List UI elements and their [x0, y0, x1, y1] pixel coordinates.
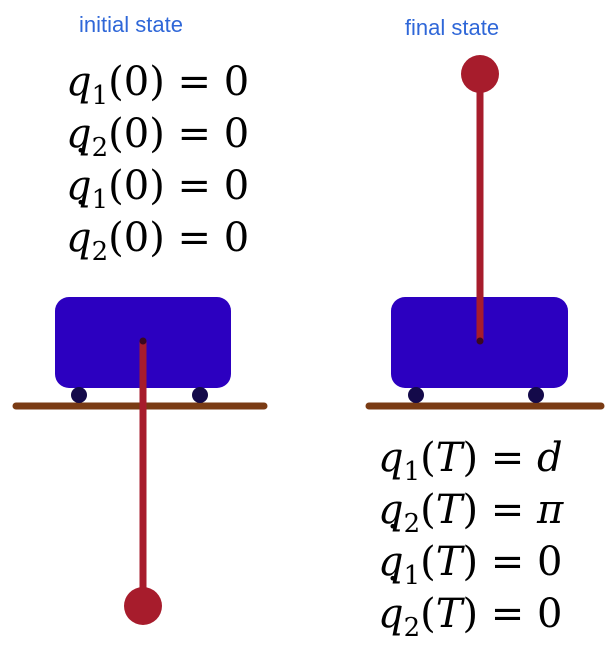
final-left-wheel: [408, 387, 424, 403]
equation-line: q ˙ 2(T) = 0: [378, 571, 563, 643]
equation-subscript: 2: [403, 613, 421, 643]
equation-value: 0: [223, 215, 250, 261]
equation-line: q1(T) = d: [378, 435, 563, 487]
time-derivative-dot: ˙: [70, 142, 91, 189]
time-derivative-dot: ˙: [382, 518, 403, 565]
equation-value: 0: [537, 539, 563, 585]
equation-value: 0: [537, 591, 563, 637]
initial-left-wheel: [71, 387, 87, 403]
final-right-wheel: [528, 387, 544, 403]
equation-variable: q ˙: [378, 571, 404, 637]
equation-line: q ˙ 1(T) = 0: [378, 519, 563, 591]
final-state-title: final state: [404, 15, 500, 40]
equation-variable: q: [66, 111, 92, 157]
equation-subscript: 1: [403, 457, 421, 487]
equation-value: 0: [223, 111, 250, 157]
initial-pivot: [139, 337, 147, 345]
equation-value: 0: [223, 59, 250, 105]
initial-state-title: initial state: [79, 12, 183, 37]
initial-conditions: q1(0) = 0 q2(0) = 0 q ˙ 1(0) = 0 q ˙ 2(0) = 0: [66, 56, 250, 267]
equation-argument: T: [435, 487, 463, 533]
final-pivot: [476, 337, 484, 345]
equation-variable: q ˙: [378, 519, 404, 585]
equation-subscript: 2: [91, 237, 109, 267]
initial-right-wheel: [192, 387, 208, 403]
equation-variable: q ˙: [66, 143, 92, 209]
final-conditions: q1(T) = d q2(T) = π q ˙ 1(T) = 0 q ˙ 2(T) = 0: [378, 432, 564, 643]
equation-value: π: [537, 487, 564, 533]
final-cart-pole: [365, 55, 605, 410]
time-derivative-dot: ˙: [382, 570, 403, 617]
initial-pendulum-bob: [124, 587, 162, 625]
equation-variable: q: [378, 487, 404, 533]
initial-cart-pole: [12, 297, 268, 625]
equation-argument: T: [435, 435, 463, 481]
equation-argument: 0: [123, 163, 150, 209]
equation-line: q1(0) = 0: [66, 59, 250, 111]
time-derivative-dot: ˙: [70, 194, 91, 241]
equation-value: 0: [223, 163, 250, 209]
equation-variable: q ˙: [66, 195, 92, 261]
equation-line: q ˙ 2(0) = 0: [66, 195, 250, 267]
equation-subscript: 1: [91, 81, 109, 111]
equation-line: q2(0) = 0: [66, 111, 250, 163]
equation-subscript: 2: [403, 509, 421, 539]
equation-variable: q: [378, 435, 404, 481]
equation-variable: q: [66, 59, 92, 105]
equation-argument: 0: [123, 59, 150, 105]
equation-argument: 0: [123, 215, 150, 261]
equation-subscript: 2: [91, 133, 109, 163]
equation-subscript: 1: [91, 185, 109, 215]
equation-subscript: 1: [403, 561, 421, 591]
final-pendulum-bob: [461, 55, 499, 93]
equation-value: d: [537, 435, 563, 481]
equation-line: q ˙ 1(0) = 0: [66, 143, 250, 215]
equation-argument: T: [435, 591, 463, 637]
equation-line: q2(T) = π: [378, 487, 564, 539]
equation-argument: 0: [123, 111, 150, 157]
equation-argument: T: [435, 539, 463, 585]
